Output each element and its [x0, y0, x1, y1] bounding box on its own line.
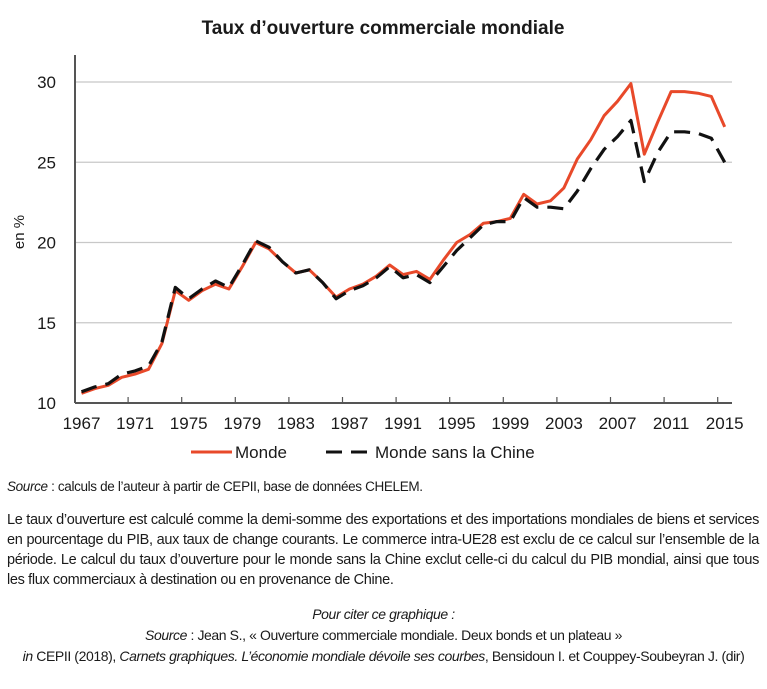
y-axis-label: en % — [11, 215, 28, 249]
citation-reference: in CEPII (2018), Carnets graphiques. L’é… — [0, 646, 767, 667]
y-tick-label: 30 — [37, 73, 56, 92]
legend-label-monde: Monde — [235, 443, 287, 462]
x-tick-label: 2011 — [653, 414, 690, 433]
gridlines — [75, 81, 732, 324]
y-tick-label: 15 — [37, 314, 56, 333]
x-tick-label: 2007 — [599, 414, 637, 433]
y-tick-label: 25 — [37, 153, 56, 172]
x-tick-label: 1971 — [116, 414, 154, 433]
legend: Monde Monde sans la Chine — [191, 443, 535, 462]
chart-title: Taux d’ouverture commerciale mondiale — [202, 18, 565, 39]
legend-label-monde-sans-chine: Monde sans la Chine — [375, 443, 535, 462]
source-label: Source — [7, 479, 48, 494]
source-text: : calculs de l’auteur à partir de CEPII,… — [47, 479, 423, 494]
citation-source-label: Source — [145, 627, 187, 643]
citation-book-title: Carnets graphiques. L’économie mondiale … — [119, 648, 485, 664]
x-tick-label: 1983 — [277, 414, 315, 433]
x-tick-label: 1999 — [491, 414, 529, 433]
citation-in-label: in — [22, 648, 34, 664]
legend-item-monde-sans-chine: Monde sans la Chine — [326, 443, 535, 462]
y-axis-ticks: 10 15 20 25 30 — [37, 73, 56, 413]
x-tick-label: 1975 — [170, 414, 208, 433]
x-tick-label: 2003 — [545, 414, 583, 433]
citation-source: Source : Jean S., « Ouverture commercial… — [0, 625, 767, 646]
citation-heading: Pour citer ce graphique : — [312, 606, 455, 622]
series-line-monde — [80, 82, 727, 395]
source-note: Source : calculs de l’auteur à partir de… — [7, 477, 759, 497]
citation-block: Pour citer ce graphique : Source : Jean … — [0, 604, 767, 667]
series-group — [80, 82, 727, 395]
line-chart: Taux d’ouverture commerciale mondiale en… — [11, 18, 744, 462]
series-line-monde-sans-chine — [80, 118, 727, 394]
x-tick-label: 1987 — [331, 414, 369, 433]
x-tick-label: 2015 — [706, 414, 744, 433]
citation-publisher: CEPII (2018), — [32, 648, 120, 664]
citation-editors: , Bensidoun I. et Couppey-Soubeyran J. (… — [484, 648, 745, 664]
x-tick-label: 1991 — [384, 414, 422, 433]
y-tick-label: 10 — [37, 394, 56, 413]
y-tick-label: 20 — [37, 234, 56, 253]
legend-item-monde: Monde — [191, 443, 287, 462]
citation-source-text: : Jean S., « Ouverture commerciale mondi… — [186, 627, 622, 643]
description-note: Le taux d’ouverture est calculé comme la… — [7, 512, 759, 588]
x-axis-ticks: 1967 1971 1975 1979 1983 1987 1991 1995 1999 2003… — [63, 397, 744, 433]
x-tick-label: 1967 — [63, 414, 101, 433]
x-tick-label: 1979 — [223, 414, 261, 433]
x-tick-label: 1995 — [438, 414, 476, 433]
